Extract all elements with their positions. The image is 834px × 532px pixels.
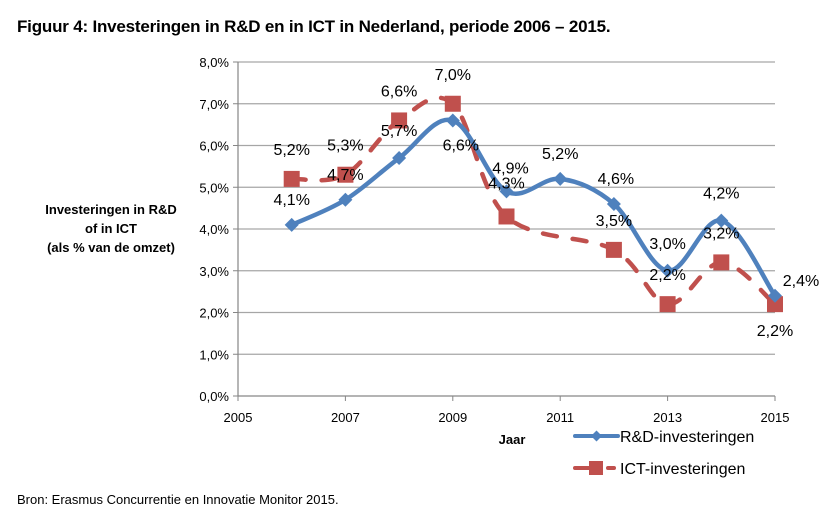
data-point-ict-square (283, 170, 300, 187)
data-point-ict-square (391, 112, 408, 129)
y-tick-label: 3,0% (199, 264, 229, 279)
x-axis-label: Jaar (499, 432, 526, 447)
data-label-rd: 3,0% (649, 236, 685, 253)
data-label-ict: 5,2% (273, 142, 309, 159)
y-axis-label: Investeringen in R&D of in ICT (als % va… (26, 200, 196, 257)
data-label-ict: 3,2% (703, 225, 739, 242)
legend-item-ict: ICT-investeringen (573, 461, 745, 478)
y-tick-label: 7,0% (199, 97, 229, 112)
data-label-ict: 7,0% (435, 67, 471, 84)
x-tick-label: 2009 (438, 410, 467, 425)
data-label-rd: 5,2% (542, 146, 578, 163)
figure-title: Figuur 4: Investeringen in R&D en in ICT… (17, 17, 611, 36)
series-markers (283, 95, 783, 313)
data-label-ict: 2,2% (649, 267, 685, 284)
data-point-rd-diamond (714, 213, 729, 228)
source-note: Bron: Erasmus Concurrentie en Innovatie … (17, 492, 339, 507)
series-line-ict (289, 95, 778, 307)
y-tick-label: 6,0% (199, 139, 229, 154)
x-tick-label: 2015 (761, 410, 790, 425)
data-point-ict-square (444, 95, 461, 112)
data-label-rd: 4,6% (598, 171, 634, 188)
axes: 0,0% 1,0% 2,0% 3,0% 4,0% 5,0% 6,0% 7,0% 8,0% 2005… (199, 55, 789, 425)
data-point-ict-square (498, 208, 515, 225)
y-axis-label-line: Investeringen in R&D (45, 202, 177, 217)
data-label-ict: 5,3% (327, 138, 363, 155)
data-point-rd-diamond (768, 288, 782, 303)
y-tick-label: 4,0% (199, 222, 229, 237)
y-tick-label: 8,0% (199, 55, 229, 70)
legend-item-rd: R&D-investeringen (573, 429, 754, 446)
data-point-rd-diamond (606, 196, 621, 211)
data-label-rd: 4,7% (327, 167, 363, 184)
legend-label-rd: R&D-investeringen (620, 429, 754, 446)
gridlines (238, 61, 775, 355)
data-label-ict: 3,5% (596, 213, 632, 230)
data-label-rd: 6,6% (443, 137, 479, 154)
x-tick-label: 2011 (546, 410, 574, 425)
data-label-ict: 2,2% (757, 323, 793, 340)
data-point-ict-square (337, 166, 354, 183)
data-point-rd-diamond (499, 184, 514, 199)
legend-label-ict: ICT-investeringen (620, 461, 745, 478)
data-point-rd-diamond (392, 151, 407, 166)
data-label-rd: 2,4% (783, 273, 819, 290)
data-point-rd-diamond (553, 171, 568, 186)
data-point-rd-diamond (338, 192, 353, 207)
x-tick-label: 2005 (224, 410, 253, 425)
data-point-rd-diamond (284, 217, 299, 232)
data-label-rd: 5,7% (381, 123, 417, 140)
y-tick-label: 0,0% (199, 389, 229, 404)
data-point-ict-square (659, 296, 676, 313)
y-tick-label: 1,0% (199, 347, 229, 362)
data-labels: 4,1% 4,7% 5,7% 6,6% 4,9% 5,2% 4,6% 3,0% 4,2% 2,4%… (273, 67, 819, 340)
data-point-rd-diamond (660, 263, 675, 278)
x-tick-label: 2013 (653, 410, 682, 425)
data-label-rd: 4,9% (492, 160, 528, 177)
data-point-rd-diamond (445, 113, 460, 128)
y-tick-label: 5,0% (199, 180, 229, 195)
legend: R&D-investeringen ICT-investeringen (573, 429, 754, 478)
series-lines (289, 95, 778, 307)
y-tick-label: 2,0% (199, 306, 229, 321)
data-label-ict: 4,3% (488, 175, 524, 192)
data-point-ict-square (605, 241, 622, 258)
y-axis-label-line: (als % van de omzet) (47, 240, 175, 255)
data-point-ict-square (767, 296, 783, 313)
legend-marker-square-icon (589, 461, 603, 475)
series-line-rd (289, 117, 778, 299)
data-label-rd: 4,2% (703, 186, 739, 203)
data-label-rd: 4,1% (273, 192, 309, 209)
legend-marker-diamond-icon (591, 430, 602, 442)
y-axis-label-line: of in ICT (85, 221, 137, 236)
data-label-ict: 6,6% (381, 83, 417, 100)
data-point-ict-square (713, 254, 730, 271)
x-tick-label: 2007 (331, 410, 360, 425)
